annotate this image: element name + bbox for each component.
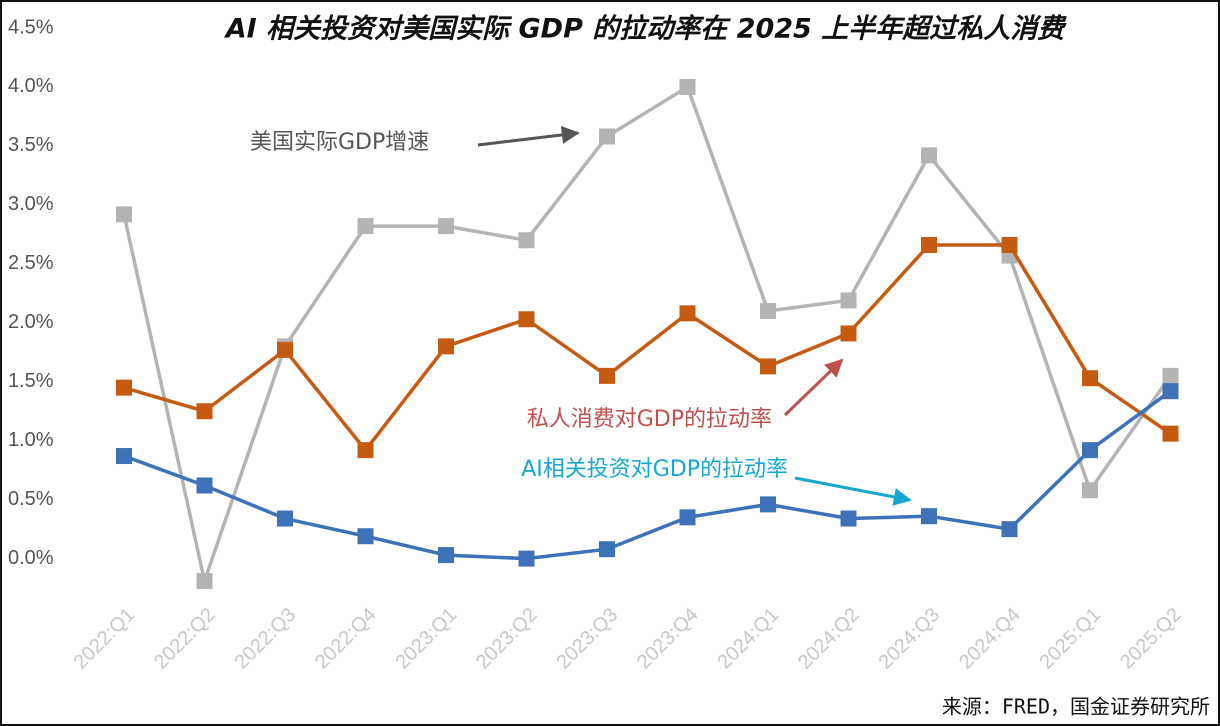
source: 来源：FRED，国金证券研究所: [942, 695, 1210, 719]
marker: [599, 128, 615, 145]
marker: [921, 508, 937, 525]
y-tick-label: 0.0%: [8, 547, 54, 569]
marker: [196, 403, 213, 420]
series-line: [123, 243, 1172, 453]
series-label: AI相关投资对GDP的拉动率: [521, 457, 788, 482]
marker: [1001, 236, 1018, 253]
marker: [196, 573, 213, 590]
marker: [840, 292, 857, 309]
arrow: [477, 125, 580, 147]
series-label: 私人消费对GDP的拉动率: [527, 407, 772, 432]
y-tick-label: 2.5%: [8, 252, 54, 274]
y-tick-label: 3.5%: [8, 134, 54, 156]
arrow: [794, 476, 912, 506]
marker: [679, 78, 696, 95]
y-tick-label: 0.5%: [8, 488, 54, 510]
series-line: [123, 389, 1172, 561]
marker: [1082, 370, 1098, 387]
marker: [1162, 383, 1179, 400]
marker: [438, 218, 454, 235]
marker: [357, 528, 374, 545]
marker: [116, 448, 132, 465]
marker: [599, 541, 615, 558]
marker: [760, 358, 776, 375]
marker: [840, 325, 857, 342]
y-tick-label: 3.0%: [8, 193, 54, 215]
marker: [921, 236, 937, 253]
marker: [438, 547, 454, 564]
marker: [760, 496, 776, 513]
marker: [357, 218, 374, 235]
marker: [1082, 442, 1098, 459]
marker: [679, 305, 696, 322]
marker: [760, 303, 776, 319]
arrow: [783, 358, 844, 417]
series-line: [122, 84, 1172, 588]
marker: [518, 232, 535, 249]
marker: [438, 338, 454, 355]
marker: [357, 442, 374, 459]
series-label: 美国实际GDP增速: [250, 130, 429, 155]
marker: [1001, 521, 1018, 538]
y-tick-label: 1.0%: [8, 429, 54, 451]
y-tick-label: 1.5%: [8, 370, 54, 392]
marker: [921, 147, 937, 164]
marker: [196, 477, 213, 494]
marker: [599, 367, 615, 384]
marker: [116, 379, 132, 396]
marker: [679, 509, 696, 526]
marker: [277, 510, 293, 527]
y-tick-label: 2.0%: [8, 311, 54, 333]
marker: [1162, 425, 1179, 442]
marker: [1162, 367, 1179, 384]
marker: [1082, 482, 1098, 499]
marker: [277, 341, 293, 358]
marker: [116, 206, 132, 223]
marker: [518, 311, 535, 328]
y-tick-label: 4.0%: [8, 75, 54, 97]
marker: [840, 510, 857, 527]
marker: [518, 550, 535, 567]
y-tick-label: 4.5%: [8, 16, 54, 38]
chart-title: AI 相关投资对美国实际 GDP 的拉动率在 2025 上半年超过私人消费: [224, 14, 1067, 45]
